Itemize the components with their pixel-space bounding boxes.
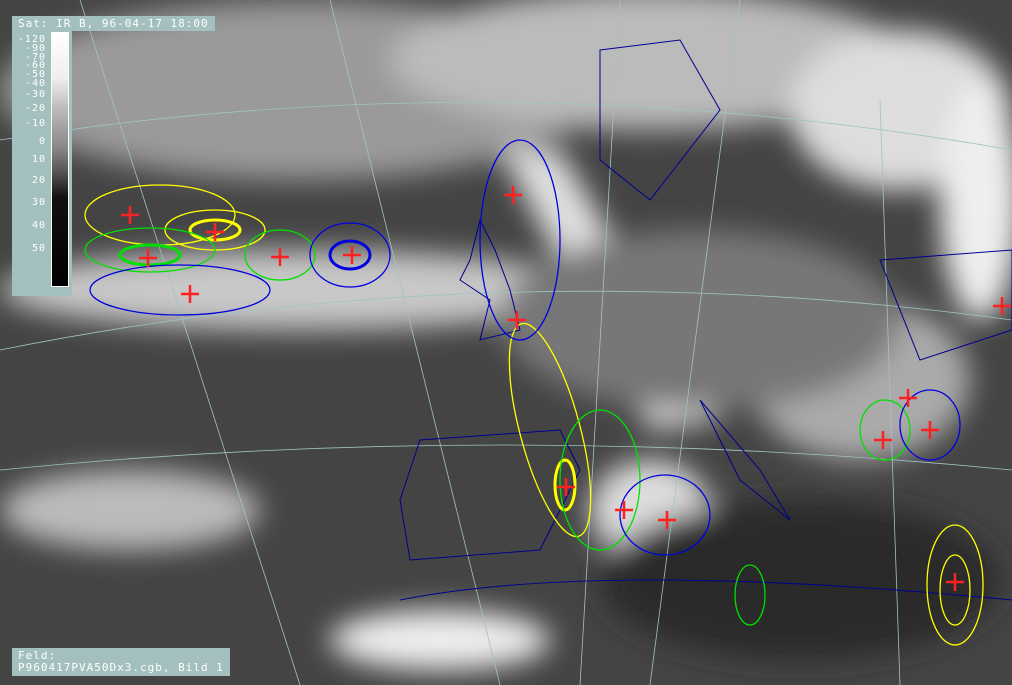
colorbar-tick: 40 <box>31 220 46 231</box>
cross-icon <box>504 186 522 204</box>
cross-icon <box>615 501 633 519</box>
cross-icon <box>993 297 1011 315</box>
cross-icon <box>139 249 157 267</box>
cross-icon <box>121 206 139 224</box>
colorbar-tick: -120 <box>17 34 46 45</box>
temperature-colorbar: -120 -90 -70 -60 -50 -40 -30 -20 -10 0 10 20 30 40 50 <box>12 30 72 296</box>
colorbar-tick: -50 <box>24 69 46 80</box>
colorbar-tick: 50 <box>31 243 46 254</box>
cross-icon <box>874 431 892 449</box>
colorbar-gradient <box>51 32 69 287</box>
cross-icon <box>557 478 575 496</box>
low-pressure-markers <box>121 186 1011 591</box>
colorbar-tick: -20 <box>24 103 46 114</box>
cross-icon <box>343 246 361 264</box>
cross-icon <box>658 511 676 529</box>
cross-icon <box>508 311 526 329</box>
colorbar-tick: 10 <box>31 154 46 165</box>
colorbar-tick: -60 <box>24 60 46 71</box>
field-filename: P960417PVA50Dx3.cgb, Bild 1 <box>18 661 224 674</box>
field-caption: Feld: <box>18 649 57 662</box>
cross-icon <box>921 421 939 439</box>
cross-icon <box>271 248 289 266</box>
colorbar-tick: -90 <box>24 43 46 54</box>
colorbar-tick: -70 <box>24 52 46 63</box>
contours <box>84 139 984 646</box>
cloud-field <box>0 0 1012 670</box>
cross-icon <box>206 223 224 241</box>
colorbar-tick: -40 <box>24 78 46 89</box>
cross-icon <box>181 285 199 303</box>
colorbar-tick: 30 <box>31 197 46 208</box>
colorbar-tick: 0 <box>38 136 46 147</box>
green-contours <box>84 227 911 626</box>
blue-contours <box>89 139 961 556</box>
cross-icon <box>946 573 964 591</box>
image-title: Sat: IR B, 96-04-17 18:00 <box>12 16 215 31</box>
field-label: Feld: P960417PVA50Dx3.cgb, Bild 1 <box>12 648 230 676</box>
coastlines <box>399 39 1012 601</box>
colorbar-tick: -10 <box>24 118 46 129</box>
cross-icon <box>899 389 917 407</box>
colorbar-tick: 20 <box>31 175 46 186</box>
colorbar-tick: -30 <box>24 89 46 100</box>
